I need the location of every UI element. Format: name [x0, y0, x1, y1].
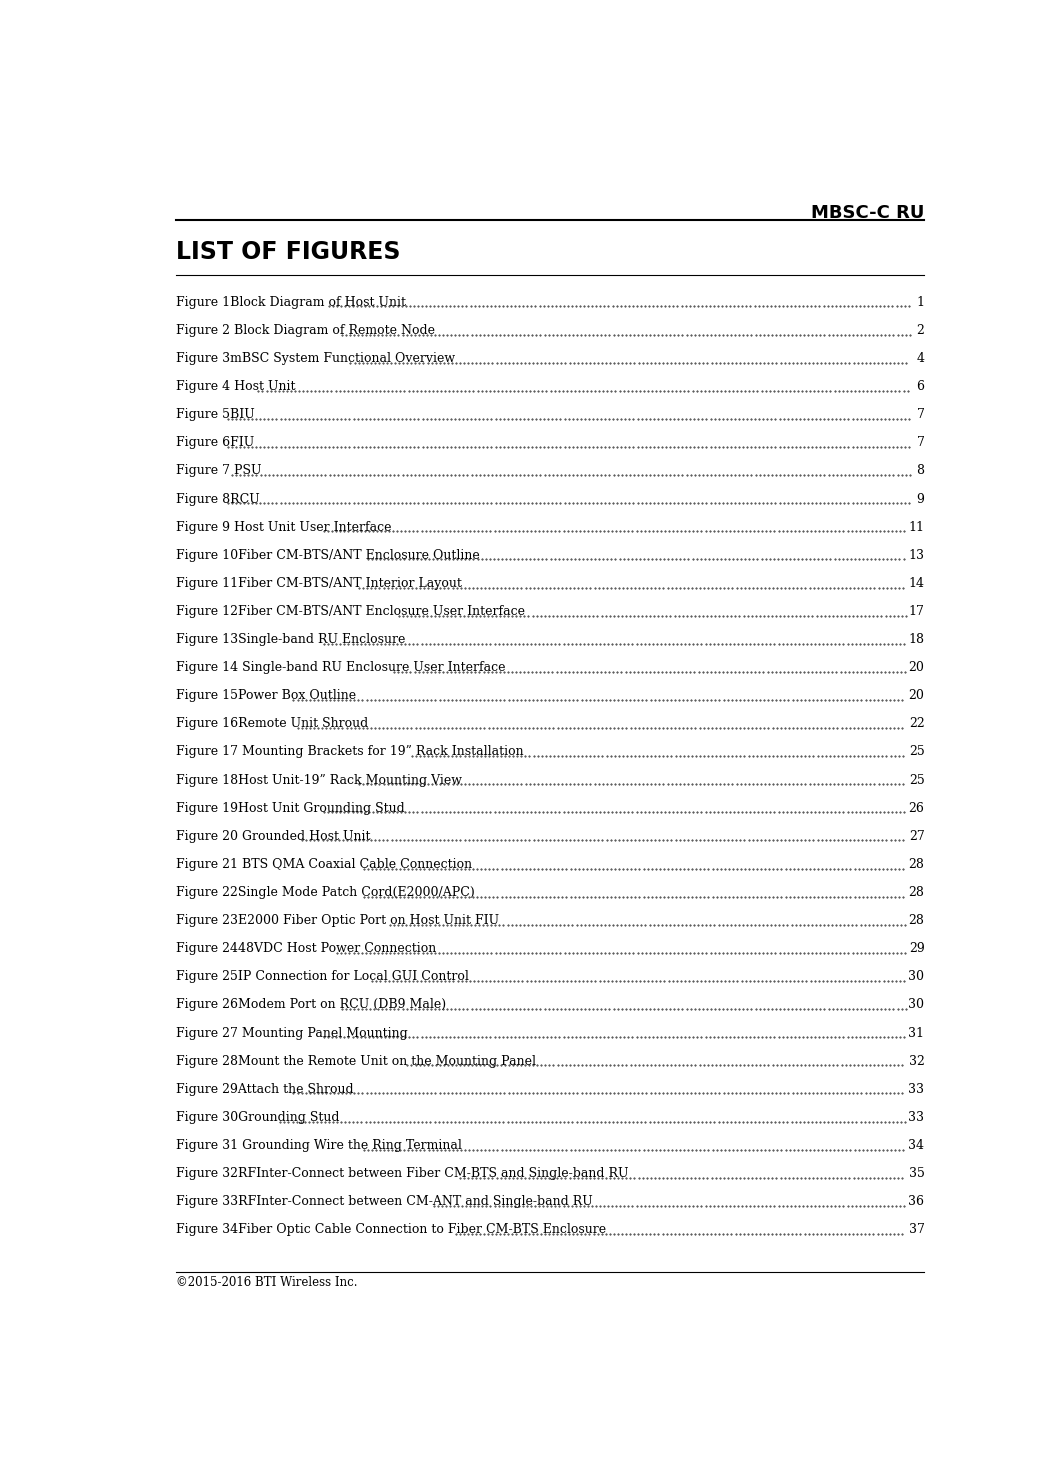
Text: Figure 21 BTS QMA Coaxial Cable Connection: Figure 21 BTS QMA Coaxial Cable Connecti… — [176, 858, 471, 871]
Text: Figure 33RFInter-Connect between CM-ANT and Single-band RU: Figure 33RFInter-Connect between CM-ANT … — [176, 1196, 593, 1209]
Text: 1: 1 — [916, 296, 925, 308]
Text: 28: 28 — [909, 914, 925, 927]
Text: 20: 20 — [909, 662, 925, 675]
Text: 29: 29 — [909, 942, 925, 955]
Text: Figure 25IP Connection for Local GUI Control: Figure 25IP Connection for Local GUI Con… — [176, 970, 468, 983]
Text: MBSC-C RU: MBSC-C RU — [811, 204, 925, 223]
Text: 28: 28 — [909, 858, 925, 871]
Text: 8: 8 — [916, 465, 925, 477]
Text: 33: 33 — [909, 1111, 925, 1124]
Text: Figure 23E2000 Fiber Optic Port on Host Unit FIU: Figure 23E2000 Fiber Optic Port on Host … — [176, 914, 498, 927]
Text: Figure 15Power Box Outline: Figure 15Power Box Outline — [176, 689, 356, 703]
Text: 31: 31 — [909, 1027, 925, 1040]
Text: Figure 6FIU: Figure 6FIU — [176, 436, 253, 449]
Text: 22: 22 — [909, 717, 925, 731]
Text: 25: 25 — [909, 773, 925, 786]
Text: Figure 17 Mounting Brackets for 19” Rack Installation: Figure 17 Mounting Brackets for 19” Rack… — [176, 745, 524, 758]
Text: 7: 7 — [916, 436, 925, 449]
Text: Figure 8RCU: Figure 8RCU — [176, 493, 260, 506]
Text: Figure 4 Host Unit: Figure 4 Host Unit — [176, 380, 295, 393]
Text: 18: 18 — [909, 634, 925, 645]
Text: 33: 33 — [909, 1083, 925, 1096]
Text: 28: 28 — [909, 886, 925, 899]
Text: Figure 7 PSU: Figure 7 PSU — [176, 465, 261, 477]
Text: Figure 26Modem Port on RCU (DB9 Male): Figure 26Modem Port on RCU (DB9 Male) — [176, 999, 446, 1011]
Text: 37: 37 — [909, 1223, 925, 1237]
Text: 27: 27 — [909, 830, 925, 844]
Text: Figure 3mBSC System Functional Overview: Figure 3mBSC System Functional Overview — [176, 352, 454, 365]
Text: 6: 6 — [916, 380, 925, 393]
Text: 9: 9 — [916, 493, 925, 506]
Text: 34: 34 — [909, 1138, 925, 1152]
Text: Figure 28Mount the Remote Unit on the Mounting Panel: Figure 28Mount the Remote Unit on the Mo… — [176, 1055, 535, 1068]
Text: 32: 32 — [909, 1055, 925, 1068]
Text: Figure 22Single Mode Patch Cord(E2000/APC): Figure 22Single Mode Patch Cord(E2000/AP… — [176, 886, 474, 899]
Text: Figure 34Fiber Optic Cable Connection to Fiber CM-BTS Enclosure: Figure 34Fiber Optic Cable Connection to… — [176, 1223, 605, 1237]
Text: Figure 1Block Diagram of Host Unit: Figure 1Block Diagram of Host Unit — [176, 296, 405, 308]
Text: Figure 5BIU: Figure 5BIU — [176, 408, 254, 421]
Text: Figure 16Remote Unit Shroud: Figure 16Remote Unit Shroud — [176, 717, 367, 731]
Text: 20: 20 — [909, 689, 925, 703]
Text: 13: 13 — [909, 549, 925, 562]
Text: Figure 20 Grounded Host Unit: Figure 20 Grounded Host Unit — [176, 830, 370, 844]
Text: Figure 27 Mounting Panel Mounting: Figure 27 Mounting Panel Mounting — [176, 1027, 407, 1040]
Text: 4: 4 — [916, 352, 925, 365]
Text: LIST OF FIGURES: LIST OF FIGURES — [176, 241, 400, 264]
Text: ©2015-2016 BTI Wireless Inc.: ©2015-2016 BTI Wireless Inc. — [176, 1276, 357, 1289]
Text: 2: 2 — [916, 324, 925, 337]
Text: 7: 7 — [916, 408, 925, 421]
Text: Figure 2448VDC Host Power Connection: Figure 2448VDC Host Power Connection — [176, 942, 436, 955]
Text: 36: 36 — [909, 1196, 925, 1209]
Text: 35: 35 — [909, 1168, 925, 1179]
Text: 11: 11 — [909, 521, 925, 534]
Text: Figure 18Host Unit-19” Rack Mounting View: Figure 18Host Unit-19” Rack Mounting Vie… — [176, 773, 462, 786]
Text: Figure 14 Single-band RU Enclosure User Interface: Figure 14 Single-band RU Enclosure User … — [176, 662, 505, 675]
Text: 30: 30 — [909, 999, 925, 1011]
Text: Figure 30Grounding Stud: Figure 30Grounding Stud — [176, 1111, 339, 1124]
Text: 25: 25 — [909, 745, 925, 758]
Text: Figure 2 Block Diagram of Remote Node: Figure 2 Block Diagram of Remote Node — [176, 324, 435, 337]
Text: Figure 19Host Unit Grounding Stud: Figure 19Host Unit Grounding Stud — [176, 801, 404, 814]
Text: Figure 13Single-band RU Enclosure: Figure 13Single-band RU Enclosure — [176, 634, 405, 645]
Text: 14: 14 — [909, 577, 925, 590]
Text: 26: 26 — [909, 801, 925, 814]
Text: Figure 12Fiber CM-BTS/ANT Enclosure User Interface: Figure 12Fiber CM-BTS/ANT Enclosure User… — [176, 604, 525, 618]
Text: Figure 10Fiber CM-BTS/ANT Enclosure Outline: Figure 10Fiber CM-BTS/ANT Enclosure Outl… — [176, 549, 480, 562]
Text: Figure 31 Grounding Wire the Ring Terminal: Figure 31 Grounding Wire the Ring Termin… — [176, 1138, 462, 1152]
Text: 17: 17 — [909, 604, 925, 618]
Text: Figure 9 Host Unit User Interface: Figure 9 Host Unit User Interface — [176, 521, 391, 534]
Text: 30: 30 — [909, 970, 925, 983]
Text: Figure 11Fiber CM-BTS/ANT Interior Layout: Figure 11Fiber CM-BTS/ANT Interior Layou… — [176, 577, 462, 590]
Text: Figure 32RFInter-Connect between Fiber CM-BTS and Single-band RU: Figure 32RFInter-Connect between Fiber C… — [176, 1168, 628, 1179]
Text: Figure 29Attach the Shroud: Figure 29Attach the Shroud — [176, 1083, 353, 1096]
